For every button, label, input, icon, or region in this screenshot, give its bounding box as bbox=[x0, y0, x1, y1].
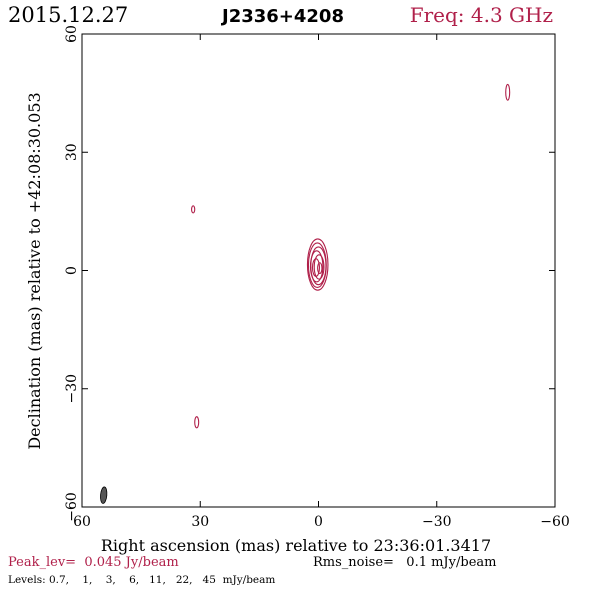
beam-layer bbox=[100, 486, 108, 504]
x-tick-label: 30 bbox=[191, 514, 209, 530]
rms-noise: Rms_noise= 0.1 mJy/beam bbox=[313, 555, 496, 570]
contour-component-knot-c bbox=[505, 83, 511, 101]
y-tick-label: −30 bbox=[64, 374, 80, 404]
y-tick-label: 30 bbox=[64, 143, 80, 161]
contour-component-knot-a bbox=[191, 205, 196, 214]
y-tick-label: 0 bbox=[64, 266, 80, 275]
contour-ring bbox=[311, 258, 321, 277]
beam-ellipse bbox=[100, 486, 108, 504]
plot-frame bbox=[81, 33, 556, 508]
x-tick-label: −30 bbox=[422, 514, 452, 530]
x-tick-label: −60 bbox=[540, 514, 570, 530]
contour-ring bbox=[191, 205, 196, 214]
y-tick-labels: −60 −30 0 30 60 bbox=[64, 25, 80, 522]
y-axis-label: Declination (mas) relative to +42:08:30.… bbox=[25, 92, 44, 449]
contour-component-core bbox=[306, 238, 329, 291]
frequency-label: Freq: 4.3 GHz bbox=[410, 3, 553, 27]
contour-ring bbox=[306, 238, 329, 291]
contour-ring bbox=[309, 250, 324, 283]
contour-levels: Levels: 0.7, 1, 3, 6, 11, 22, 45 mJy/bea… bbox=[8, 574, 275, 586]
x-tick-labels: 60 30 0 −30 −60 bbox=[73, 514, 570, 530]
x-tick-label: 60 bbox=[73, 514, 91, 530]
peak-level: Peak_lev= 0.045 Jy/beam bbox=[8, 555, 179, 570]
contour-ring bbox=[317, 262, 323, 275]
x-axis-label: Right ascension (mas) relative to 23:36:… bbox=[101, 536, 491, 555]
observation-date: 2015.12.27 bbox=[8, 3, 128, 27]
y-tick-label: −60 bbox=[64, 492, 80, 522]
contour-ring bbox=[194, 416, 200, 429]
contour-ring bbox=[313, 254, 325, 280]
source-name: J2336+4208 bbox=[220, 6, 344, 27]
x-tick-label: 0 bbox=[314, 514, 323, 530]
axis-ticks bbox=[81, 33, 556, 508]
contour-layer bbox=[191, 83, 511, 429]
contour-ring bbox=[505, 83, 511, 101]
y-tick-label: 60 bbox=[64, 25, 80, 43]
contour-component-knot-b bbox=[194, 416, 200, 429]
